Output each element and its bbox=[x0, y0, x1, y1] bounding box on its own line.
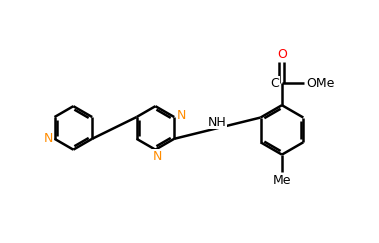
Text: Me: Me bbox=[273, 174, 291, 187]
Text: O: O bbox=[277, 48, 287, 61]
Text: NH: NH bbox=[208, 116, 227, 129]
Text: N: N bbox=[44, 132, 53, 145]
Text: N: N bbox=[177, 109, 186, 122]
Text: C: C bbox=[271, 77, 279, 90]
Text: N: N bbox=[153, 150, 162, 163]
Text: OMe: OMe bbox=[306, 77, 335, 90]
